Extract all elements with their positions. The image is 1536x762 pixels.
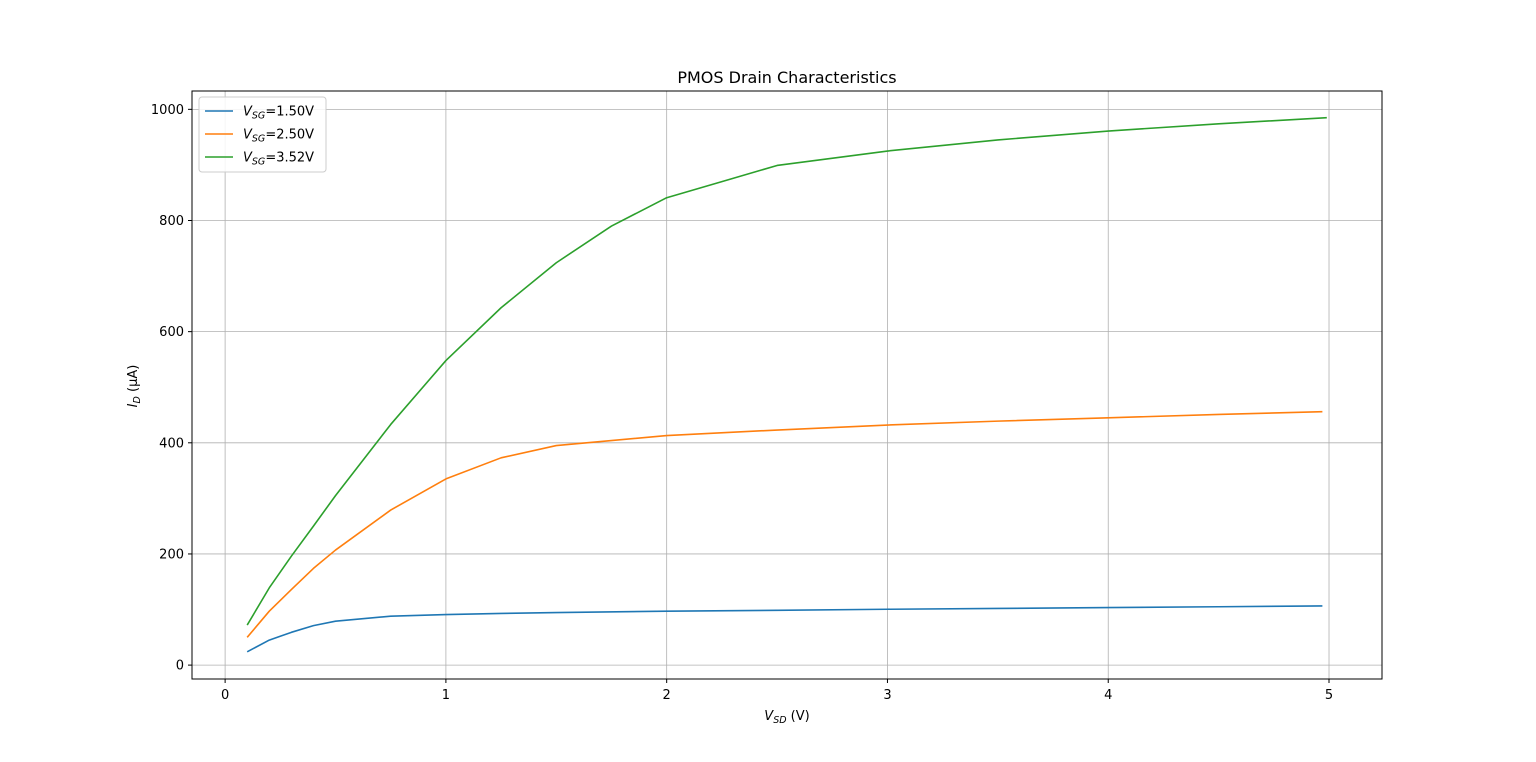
y-axis-label: ID (μA) (126, 365, 143, 408)
x-tick-label: 3 (883, 688, 891, 703)
series-line-2 (246, 410, 1323, 638)
x-tick-label: 1 (442, 688, 450, 703)
y-axis-label-subscript: D (132, 396, 143, 403)
x-axis-label: VSD (V) (764, 709, 809, 726)
legend-label-value: =1.50V (265, 105, 314, 120)
legend-label-symbol: V (243, 128, 253, 143)
series-line-3 (246, 116, 1327, 626)
y-tick-label: 800 (159, 214, 184, 229)
y-axis-label-unit: (μA) (126, 365, 141, 396)
legend-label-subscript: SG (252, 134, 265, 145)
legend-label-3: VSG=3.52V (243, 151, 314, 168)
legend-label-symbol: V (243, 105, 253, 120)
x-tick-label: 5 (1325, 688, 1333, 703)
legend-label-subscript: SG (252, 111, 265, 122)
plot-area (191, 90, 1383, 680)
y-axis: 0 200 400 600 800 1000 (151, 103, 192, 674)
legend-label-2: VSG=2.50V (243, 128, 314, 145)
x-axis: 0 1 2 3 4 5 (221, 679, 1333, 703)
chart-title: PMOS Drain Characteristics (677, 68, 896, 87)
y-tick-label: 0 (176, 659, 184, 674)
y-tick-label: 600 (159, 325, 184, 340)
x-axis-label-unit: (V) (787, 709, 810, 724)
y-tick-label: 200 (159, 547, 184, 562)
legend-label-value: =2.50V (265, 128, 314, 143)
x-tick-label: 4 (1104, 688, 1112, 703)
legend-label-1: VSG=1.50V (243, 105, 314, 122)
legend-label-value: =3.52V (265, 151, 314, 166)
grid (192, 91, 1382, 679)
y-tick-label: 1000 (151, 103, 184, 118)
legend-box (198, 96, 327, 173)
series-line-1 (246, 605, 1323, 653)
legend-label-symbol: V (243, 151, 253, 166)
x-axis-label-symbol: V (764, 709, 774, 724)
y-axis-label-symbol: I (126, 403, 141, 407)
x-tick-label: 2 (663, 688, 671, 703)
x-tick-label: 0 (221, 688, 229, 703)
series-group (246, 116, 1327, 653)
x-axis-label-subscript: SD (773, 715, 786, 726)
legend-label-subscript: SG (252, 157, 265, 168)
y-tick-label: 400 (159, 436, 184, 451)
